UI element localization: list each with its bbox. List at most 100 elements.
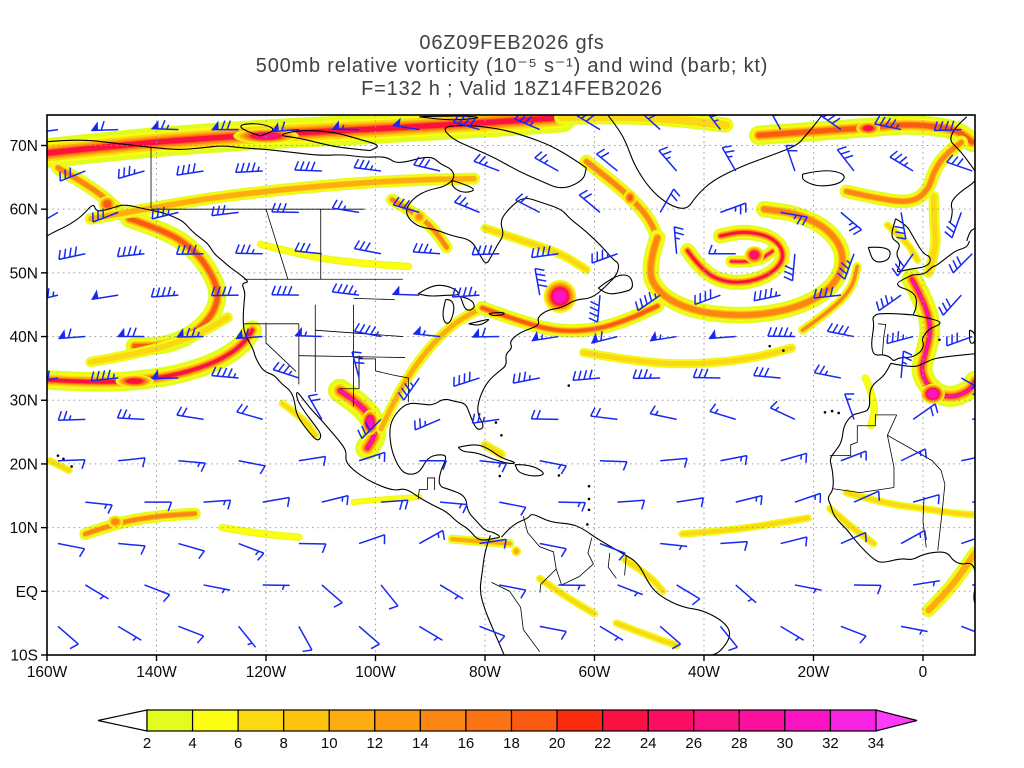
- wind-barb: [913, 579, 940, 587]
- colorbar-tick-label: 24: [640, 735, 657, 752]
- lon-tick-label: 40W: [688, 664, 720, 681]
- wind-barb: [117, 625, 142, 642]
- wind-barb: [151, 206, 179, 220]
- wind-barb: [840, 531, 867, 545]
- title-variable-line: 500mb relative vorticity (10⁻⁵ s⁻¹) and …: [255, 55, 769, 77]
- wind-barb: [178, 542, 205, 560]
- wind-barb: [90, 369, 119, 382]
- wind-barb: [946, 154, 973, 172]
- wind-barb: [151, 119, 179, 131]
- wind-barb: [178, 625, 205, 644]
- wind-barb: [479, 625, 506, 644]
- wind-barb: [392, 117, 420, 131]
- wind-barb: [238, 542, 265, 561]
- wind-barb: [961, 625, 975, 633]
- lat-tick-label: 60N: [10, 202, 38, 219]
- wind-barb: [358, 451, 386, 462]
- wind-barb: [591, 331, 618, 344]
- wind-barb: [785, 144, 798, 172]
- island-dots: [56, 338, 941, 526]
- wind-barb: [836, 146, 855, 172]
- wind-barb: [91, 289, 119, 301]
- colorbar-cell: [465, 709, 513, 732]
- wind-barb: [413, 325, 441, 338]
- wind-barb: [236, 403, 263, 421]
- wind-barb: [321, 584, 343, 608]
- wind-barb: [933, 120, 962, 132]
- axis-labels: 160W 140W 120W 100W 80W 60W 40W 20W 0 70N 60N 50N 40…: [10, 138, 928, 681]
- lat-tick-label: 40N: [10, 329, 38, 346]
- wind-barb: [203, 499, 232, 510]
- wind-barb: [453, 194, 480, 214]
- wind-barb: [353, 240, 382, 255]
- wind-barbs: [47, 115, 975, 653]
- wind-barb: [235, 328, 263, 340]
- wind-barb: [591, 249, 618, 264]
- wind-barb: [116, 245, 145, 258]
- wind-barb: [211, 366, 239, 379]
- wind-barb: [753, 366, 781, 379]
- wind-barb: [596, 148, 618, 172]
- wind-barb: [534, 267, 548, 296]
- wind-barb: [512, 371, 540, 384]
- wind-barb: [875, 294, 902, 312]
- wind-barb: [473, 153, 500, 172]
- wind-barb: [307, 393, 323, 420]
- colorbar-cell: [510, 709, 558, 732]
- wind-barb: [235, 162, 263, 174]
- wind-barb: [412, 242, 441, 255]
- wind-barb: [499, 584, 527, 599]
- wind-barb: [515, 193, 541, 214]
- wind-barb: [271, 285, 299, 296]
- wind-barb: [944, 212, 963, 239]
- wind-barb: [844, 393, 855, 420]
- colorbar-cell: [146, 709, 194, 732]
- wind-barb: [413, 418, 441, 431]
- wind-barb: [47, 128, 59, 132]
- title-run-line: 06Z09FEB2026 gfs: [419, 32, 605, 54]
- colorbar-tick-label: 32: [822, 735, 839, 752]
- wind-barb: [676, 584, 701, 606]
- wind-barb: [294, 242, 322, 255]
- wind-barb: [298, 542, 327, 554]
- wind-barb: [418, 529, 446, 545]
- colorbar-cell: [738, 709, 786, 732]
- wind-barb: [813, 364, 842, 379]
- wind-barb: [719, 625, 738, 652]
- colorbar-tick-label: 16: [458, 735, 475, 752]
- wind-barb: [380, 499, 409, 510]
- wind-barb: [900, 529, 927, 545]
- wind-barb: [118, 457, 146, 468]
- colorbar-tick-label: 8: [280, 735, 288, 752]
- title-valid-line: F=132 h ; Valid 18Z14FEB2026: [361, 78, 663, 100]
- wind-barb: [332, 120, 360, 131]
- wind-barb: [176, 163, 204, 176]
- wind-barb: [961, 538, 975, 545]
- wind-barb: [144, 584, 171, 603]
- wind-barb: [735, 494, 763, 506]
- wind-barb: [946, 332, 973, 347]
- wind-barb: [353, 322, 382, 338]
- lon-tick-label: 60W: [579, 664, 611, 681]
- wind-barb: [769, 400, 796, 421]
- lon-tick-label: 0: [919, 664, 928, 681]
- wind-barb: [708, 329, 736, 340]
- wind-barb: [900, 350, 913, 379]
- colorbar-tick-label: 6: [234, 735, 242, 752]
- colorbar-cell: [784, 709, 832, 732]
- wind-barb: [753, 287, 781, 302]
- wind-barb: [530, 245, 559, 259]
- map-frame: [41, 114, 976, 661]
- wind-barb: [617, 584, 643, 597]
- wind-barb: [599, 625, 624, 642]
- lat-tick-label: 30N: [10, 393, 38, 410]
- wind-barb: [479, 460, 508, 473]
- wind-barb: [972, 418, 975, 421]
- colorbar-cell: [328, 709, 376, 732]
- wind-barb: [294, 326, 322, 338]
- wind-barb: [298, 625, 313, 653]
- wind-barb: [660, 457, 688, 468]
- wind-barb: [558, 501, 587, 512]
- lat-tick-label: 70N: [10, 138, 38, 155]
- wind-barb: [900, 625, 928, 635]
